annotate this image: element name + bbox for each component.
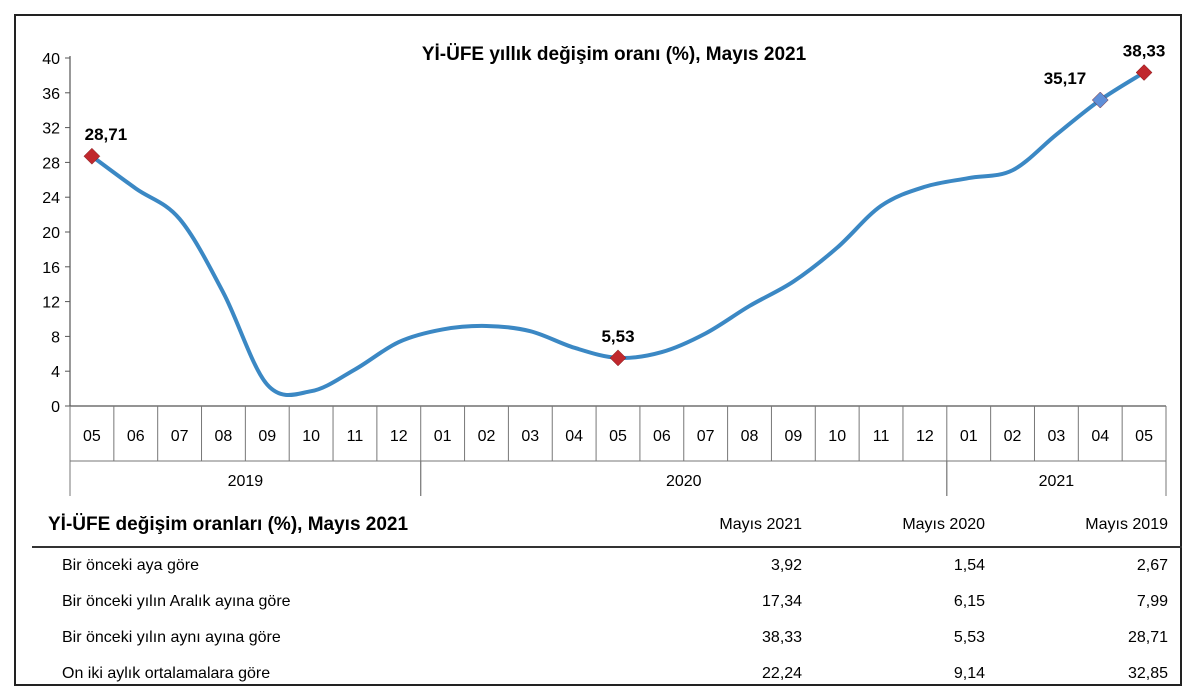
x-tick-label: 02 (478, 428, 496, 445)
table-cell: 6,15 (953, 593, 986, 610)
x-tick-label: 05 (1135, 428, 1153, 445)
chart-markers: 28,71 5,53 35,17 38,33 (83, 42, 1166, 367)
table-cell: 38,33 (762, 629, 803, 646)
table-cell: 32,85 (1127, 665, 1168, 682)
x-axis-categories: 05 06 07 08 09 10 11 12 01 02 03 04 05 06 07 08 09 10 11 12… (69, 406, 1167, 496)
x-tick-label: 12 (390, 428, 408, 445)
data-label: 28,71 (85, 125, 128, 144)
x-tick-label: 10 (828, 428, 846, 445)
x-tick-label: 08 (741, 428, 759, 445)
chart-axes: 0 4 8 12 16 20 24 28 32 36 40 (42, 51, 1166, 416)
table-row: Bir önceki yılın Aralık ayına göre 17,34… (32, 584, 1182, 620)
x-tick-label: 11 (347, 428, 364, 445)
x-tick-label: 06 (127, 428, 145, 445)
year-label: 2019 (228, 473, 264, 490)
x-tick-label: 05 (609, 428, 627, 445)
x-tick-label: 06 (653, 428, 671, 445)
y-tick-label: 20 (42, 225, 60, 242)
figure-frame: Yİ-ÜFE yıllık değişim oranı (%), Mayıs 2… (14, 14, 1182, 686)
y-tick-label: 16 (42, 260, 60, 277)
table-cell: 5,53 (953, 629, 986, 646)
data-marker (83, 147, 101, 165)
table-cell: 2,67 (1136, 557, 1168, 574)
y-tick-label: 8 (51, 329, 60, 346)
x-tick-label: 04 (565, 428, 583, 445)
row-label: On iki aylık ortalamalara göre (62, 665, 271, 682)
y-tick-label: 12 (42, 295, 60, 312)
x-tick-label: 04 (1091, 428, 1109, 445)
y-tick-label: 28 (42, 155, 60, 172)
x-tick-label: 01 (434, 428, 452, 445)
table-cell: 17,34 (762, 593, 803, 610)
table-cell: 3,92 (770, 557, 803, 574)
table-title: Yİ-ÜFE değişim oranları (%), Mayıs 2021 (32, 504, 634, 548)
series-line (89, 70, 1147, 398)
row-label: Bir önceki yılın Aralık ayına göre (62, 593, 291, 610)
x-tick-label: 03 (521, 428, 539, 445)
table-row: Bir önceki aya göre 3,92 1,54 2,67 (32, 547, 1182, 584)
row-label: Bir önceki aya göre (62, 557, 199, 574)
table-cell: 9,14 (953, 665, 986, 682)
year-label: 2021 (1039, 473, 1075, 490)
data-marker (609, 349, 627, 367)
chart-series (89, 70, 1147, 398)
x-tick-label: 07 (697, 428, 715, 445)
column-header: Mayıs 2019 (999, 504, 1182, 548)
data-label: 38,33 (1123, 42, 1166, 61)
data-marker (1091, 91, 1109, 109)
x-tick-label: 11 (873, 428, 890, 445)
y-tick-label: 32 (42, 121, 60, 138)
y-tick-label: 0 (51, 399, 60, 416)
table-cell: 7,99 (1136, 593, 1168, 610)
x-tick-label: 09 (258, 428, 276, 445)
y-tick-label: 36 (42, 86, 60, 103)
x-tick-label: 08 (215, 428, 233, 445)
x-tick-label: 02 (1004, 428, 1022, 445)
x-tick-label: 01 (960, 428, 978, 445)
chart-title: Yİ-ÜFE yıllık değişim oranı (%), Mayıs 2… (422, 44, 807, 65)
x-tick-label: 12 (916, 428, 934, 445)
table-header-row: Yİ-ÜFE değişim oranları (%), Mayıs 2021 … (32, 504, 1182, 548)
change-rates-table: Yİ-ÜFE değişim oranları (%), Mayıs 2021 … (32, 504, 1182, 692)
data-marker (1135, 64, 1153, 81)
x-tick-label: 03 (1048, 428, 1066, 445)
data-label: 35,17 (1044, 69, 1087, 88)
table-row: Bir önceki yılın aynı ayına göre 38,33 5… (32, 620, 1182, 656)
column-header: Mayıs 2020 (816, 504, 1000, 548)
y-tick-label: 24 (42, 190, 60, 207)
column-header: Mayıs 2021 (633, 504, 817, 548)
year-label: 2020 (666, 473, 702, 490)
x-tick-label: 07 (171, 428, 189, 445)
table-row: On iki aylık ortalamalara göre 22,24 9,1… (32, 656, 1182, 692)
y-tick-label: 4 (51, 364, 60, 381)
x-tick-label: 05 (83, 428, 101, 445)
x-tick-label: 10 (302, 428, 320, 445)
row-label: Bir önceki yılın aynı ayına göre (62, 629, 281, 646)
data-label: 5,53 (601, 327, 634, 346)
line-chart: Yİ-ÜFE yıllık değişim oranı (%), Mayıs 2… (42, 42, 1167, 496)
x-tick-label: 09 (784, 428, 802, 445)
y-tick-label: 40 (42, 51, 60, 68)
table-cell: 28,71 (1127, 629, 1168, 646)
table-cell: 22,24 (762, 665, 803, 682)
table-cell: 1,54 (953, 557, 986, 574)
